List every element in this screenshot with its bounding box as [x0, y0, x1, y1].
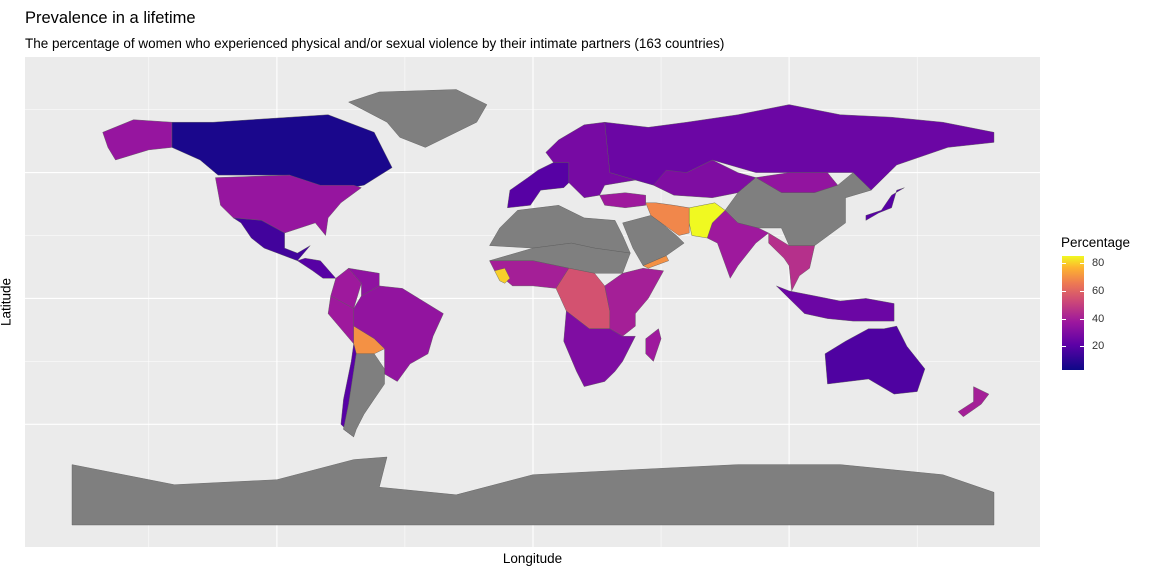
region-mexico — [233, 217, 311, 261]
region-alaska — [102, 119, 173, 161]
region-central-america — [296, 257, 337, 279]
country-regions — [71, 89, 995, 526]
world-map — [25, 57, 1040, 547]
region-greenland — [348, 89, 488, 148]
legend-colorbar — [1062, 256, 1084, 370]
region-western-europe — [507, 162, 570, 209]
region-colombia — [330, 267, 362, 309]
map-panel — [25, 57, 1040, 547]
region-southeast-asia — [768, 232, 815, 292]
region-indonesia — [776, 285, 895, 322]
legend-tick-label: 40 — [1092, 312, 1105, 325]
region-turkey — [599, 192, 646, 209]
region-australia — [824, 325, 926, 395]
x-axis-label: Longitude — [502, 551, 563, 566]
legend-title: Percentage — [1061, 235, 1131, 250]
region-new-zealand — [957, 386, 990, 418]
region-southern-africa — [563, 310, 636, 387]
region-central-africa — [555, 267, 610, 329]
legend: Percentage 20 40 60 80 — [1061, 235, 1130, 372]
chart-title: Prevalence in a lifetime — [25, 9, 196, 27]
region-canada — [171, 114, 393, 193]
region-argentina — [343, 353, 385, 438]
legend-body: 20 40 60 80 — [1061, 256, 1130, 372]
legend-tick-label: 60 — [1092, 284, 1105, 297]
y-axis-label-text: Latitude — [0, 277, 14, 327]
region-afghanistan — [689, 202, 726, 239]
region-antarctica — [71, 456, 995, 526]
region-japan — [865, 187, 905, 221]
region-yemen — [642, 255, 669, 269]
region-kazakhstan — [653, 159, 757, 199]
region-arabian-peninsula — [622, 215, 685, 266]
region-east-africa — [604, 267, 664, 337]
chart-subtitle: The percentage of women who experienced … — [25, 36, 725, 51]
region-madagascar — [645, 328, 662, 362]
region-sierra-leone — [494, 267, 511, 284]
legend-tick-label: 80 — [1092, 256, 1105, 269]
region-eastern-europe — [545, 121, 636, 199]
legend-tick-label: 20 — [1092, 340, 1105, 353]
